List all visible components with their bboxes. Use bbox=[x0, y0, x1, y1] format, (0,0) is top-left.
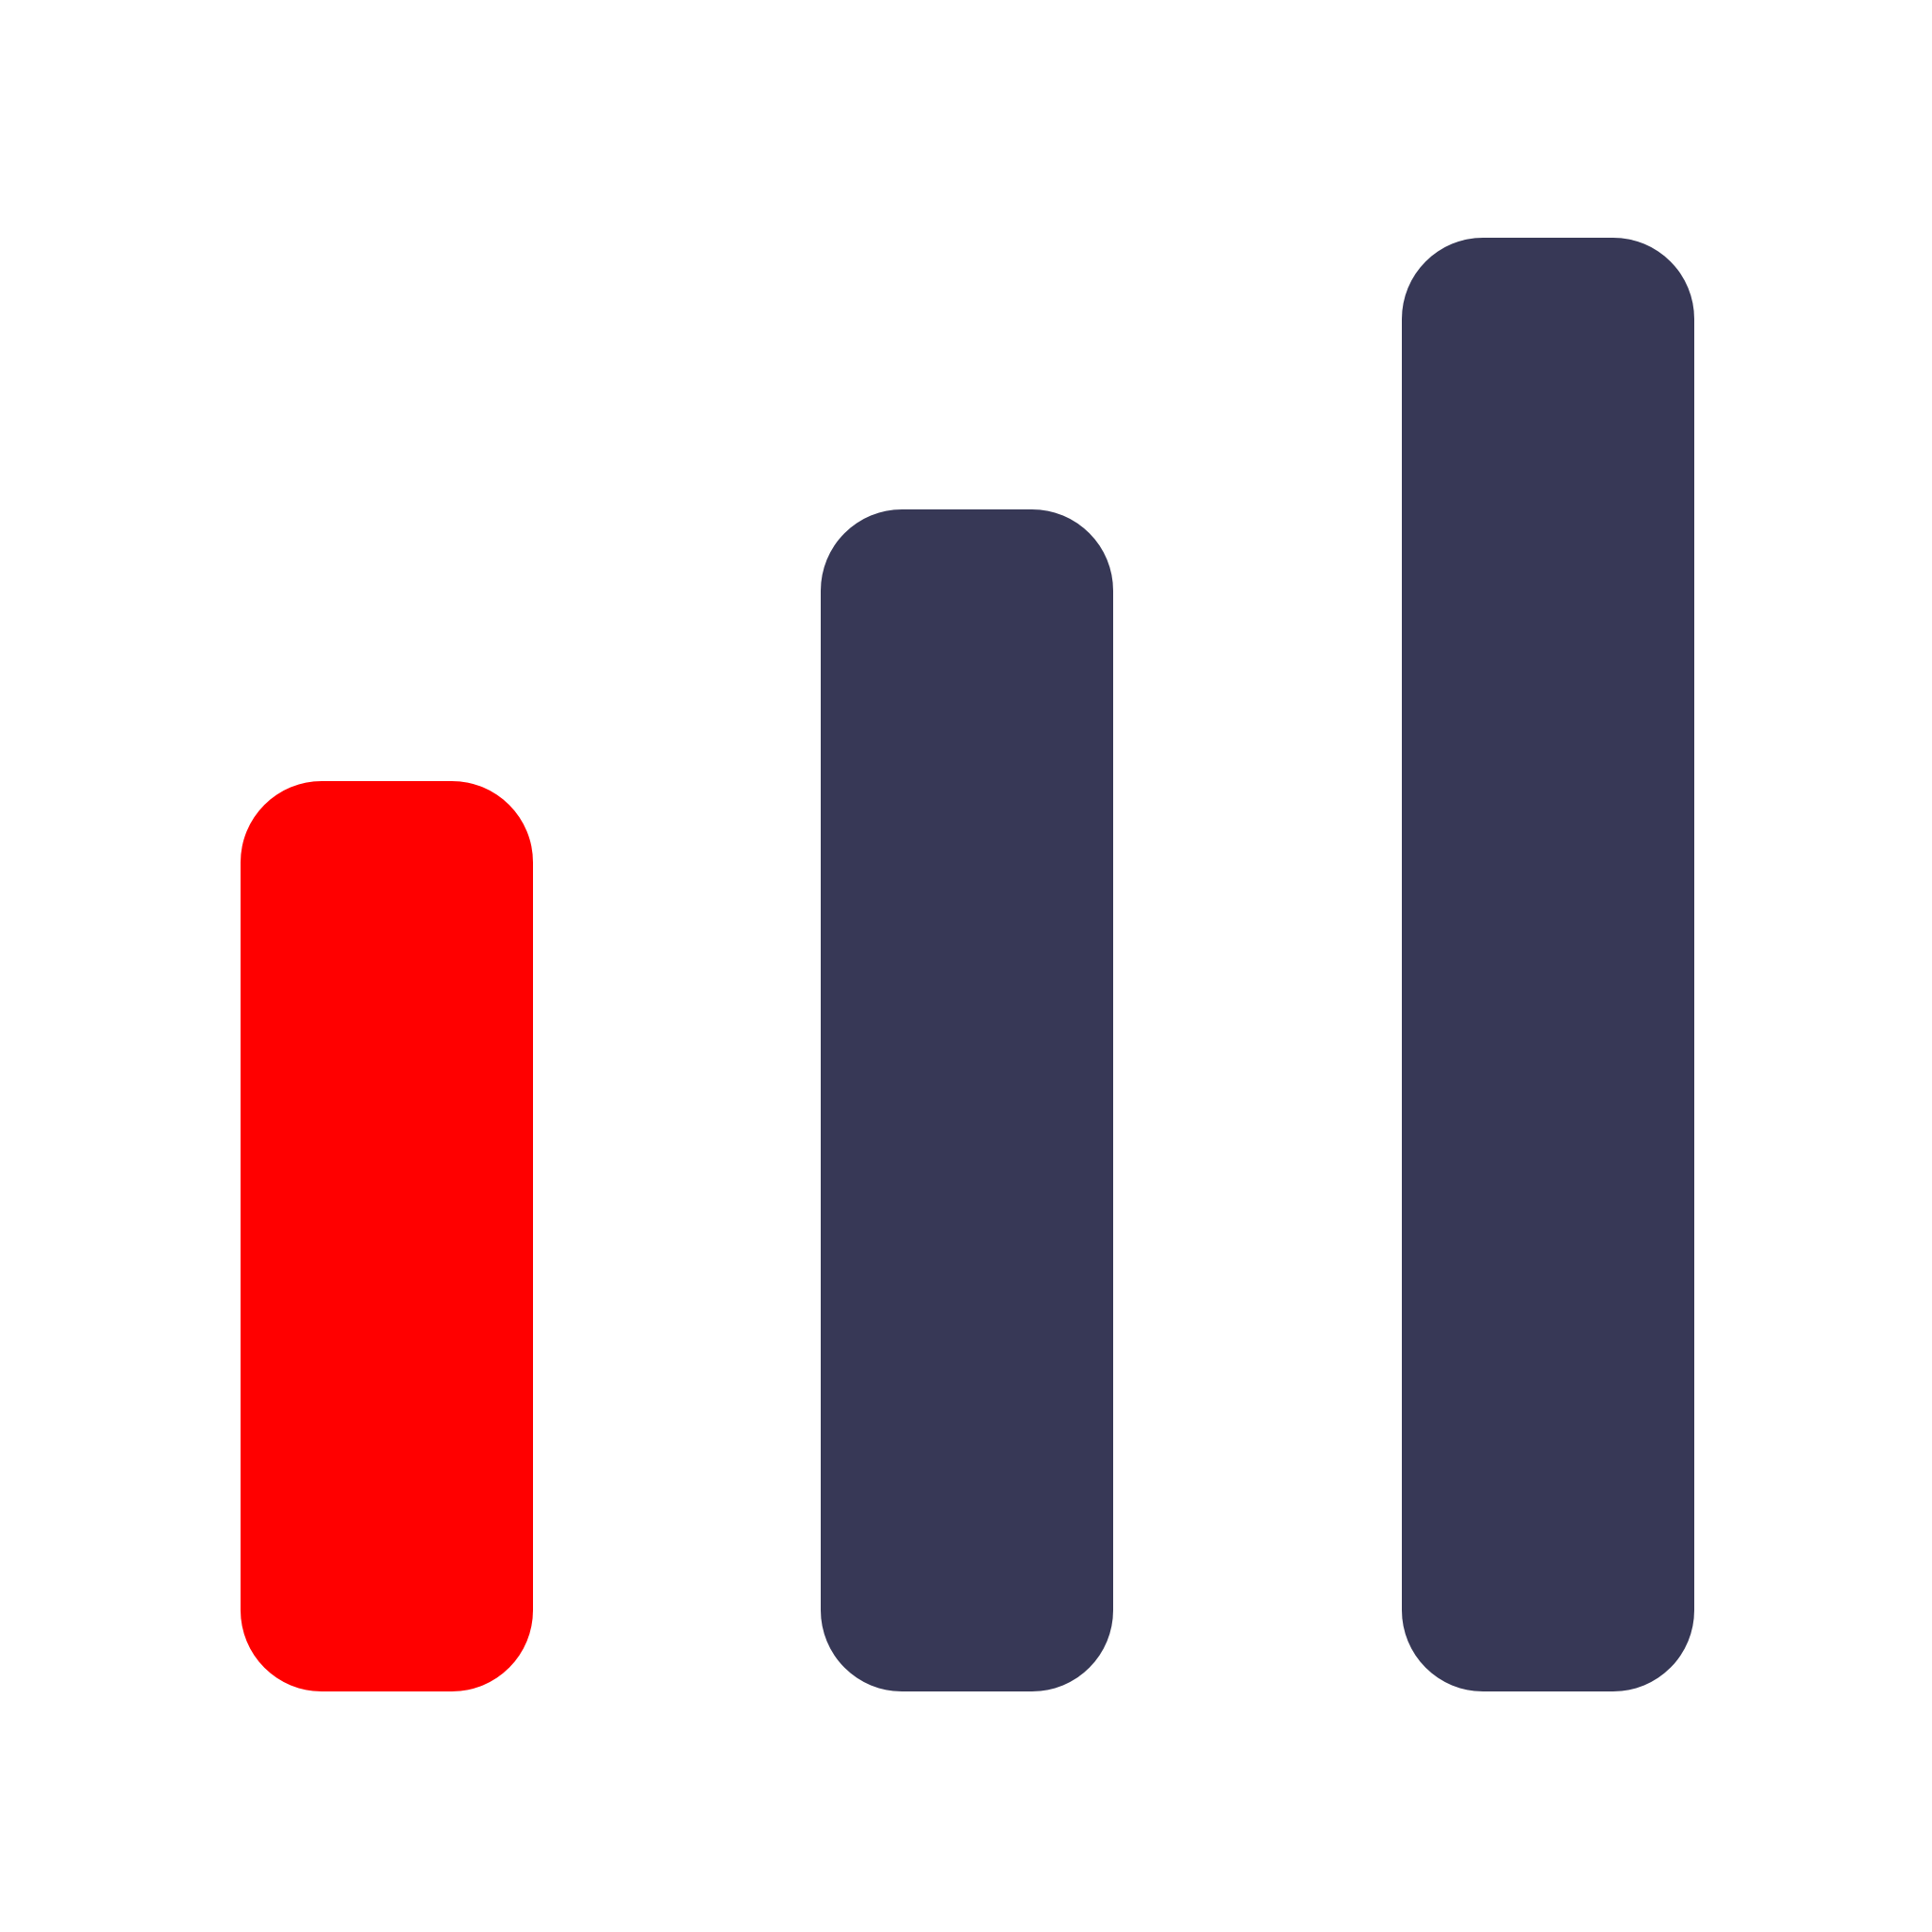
signal-bar-2 bbox=[821, 509, 1113, 1691]
signal-bar-3 bbox=[1402, 238, 1694, 1691]
signal-bar-1 bbox=[241, 781, 533, 1691]
